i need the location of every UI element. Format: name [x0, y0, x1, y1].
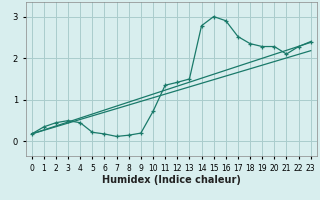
- X-axis label: Humidex (Indice chaleur): Humidex (Indice chaleur): [102, 175, 241, 185]
